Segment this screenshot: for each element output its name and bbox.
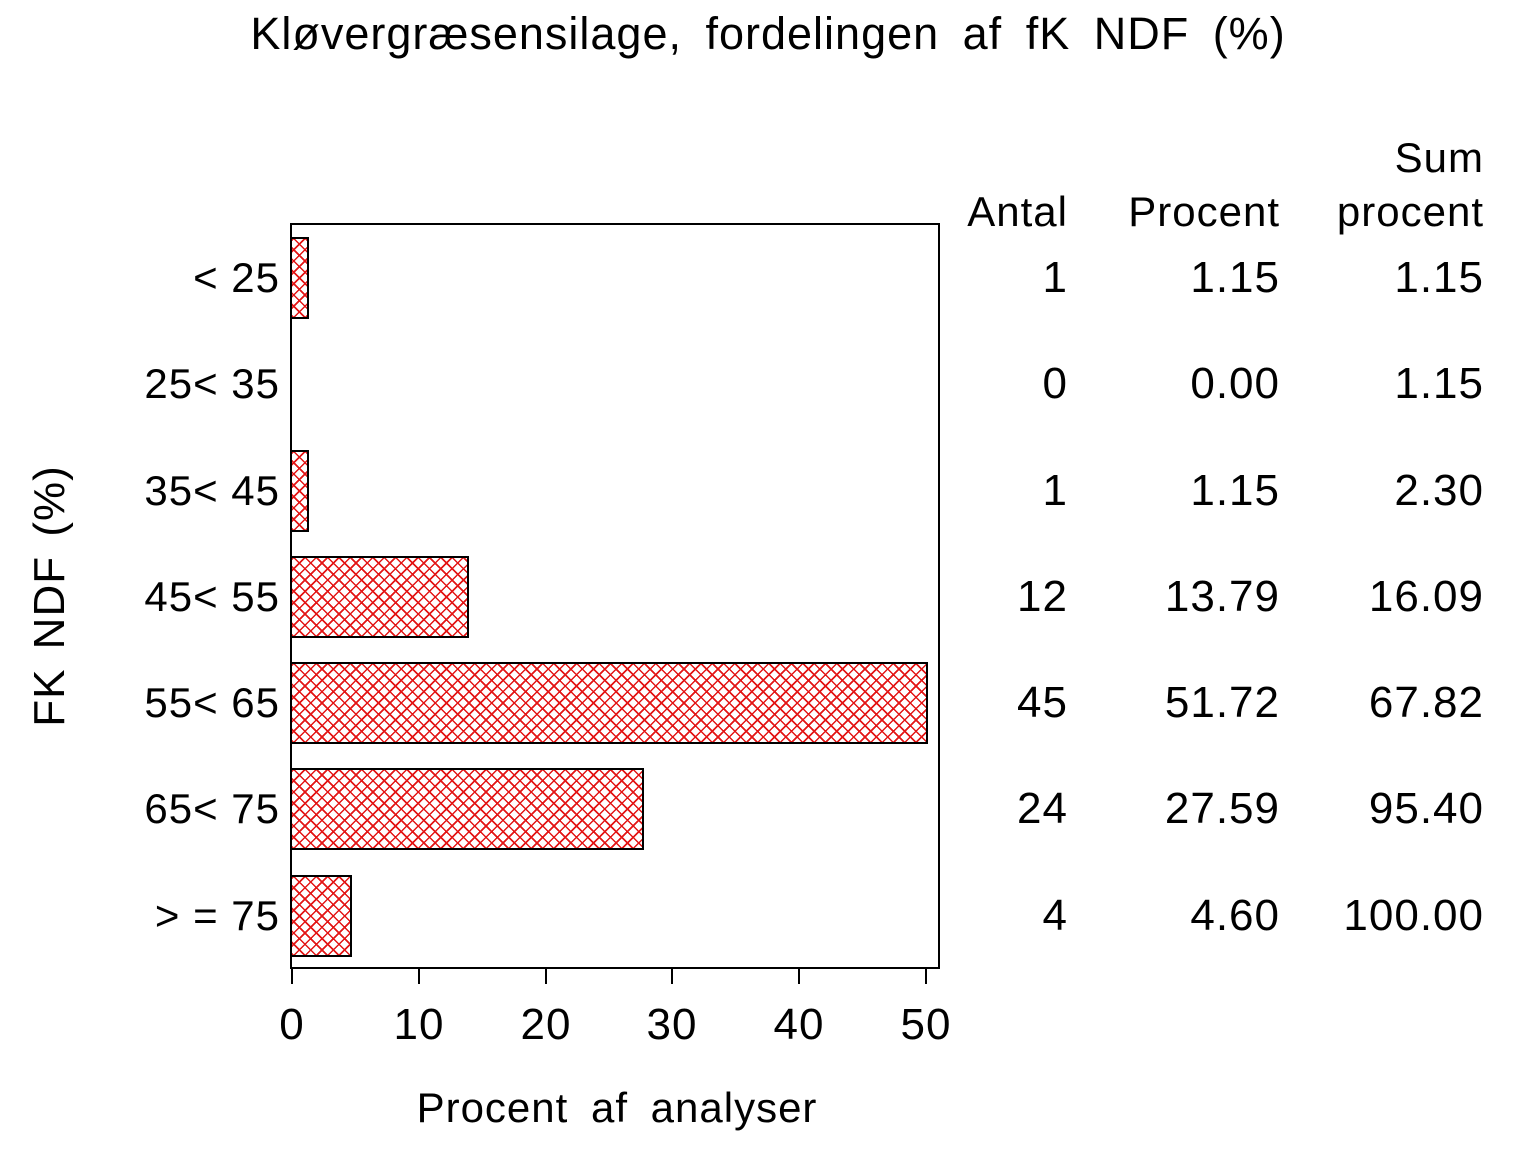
bar (290, 875, 352, 957)
category-label: 55< 65 (144, 679, 280, 726)
chart-band: 35< 45 1 1.15 2.30 (0, 438, 1536, 544)
x-axis-title: Procent af analyser (416, 1084, 818, 1131)
category-label: 25< 35 (144, 360, 280, 407)
table-cell-sum-procent: 100.00 (1343, 891, 1484, 940)
x-tick-mark (545, 967, 547, 984)
table-cell-antal: 45 (1017, 678, 1068, 727)
bar-track (290, 863, 942, 969)
category-label: 35< 45 (144, 467, 280, 514)
table-cell-procent: 4.60 (1190, 891, 1280, 940)
table-cell-sum-procent: 16.09 (1368, 572, 1484, 621)
table-cell-procent: 1.15 (1190, 253, 1280, 302)
bar (290, 556, 469, 638)
x-tick-mark (798, 967, 800, 984)
table-cell-antal: 4 (1042, 891, 1068, 940)
x-tick-label: 30 (646, 1000, 698, 1049)
x-tick-label: 0 (279, 1000, 305, 1049)
chart-band: 25< 35 0 0.00 1.15 (0, 331, 1536, 437)
x-tick-mark (925, 967, 927, 984)
chart-band: 55< 65 45 51.72 67.82 (0, 650, 1536, 756)
table-cell-sum-procent: 1.15 (1394, 253, 1484, 302)
bar-track (290, 438, 942, 544)
bar (290, 237, 309, 319)
table-cell-antal: 12 (1017, 572, 1068, 621)
table-cell-procent: 27.59 (1164, 784, 1280, 833)
x-tick-label: 40 (773, 1000, 825, 1049)
bar-track (290, 225, 942, 331)
bar-track (290, 650, 942, 756)
category-label: 65< 75 (144, 785, 280, 832)
x-tick-label: 50 (900, 1000, 952, 1049)
table-cell-antal: 1 (1042, 253, 1068, 302)
category-label: 45< 55 (144, 573, 280, 620)
table-header-sum-line1: Sum (1394, 134, 1484, 181)
x-tick-mark (418, 967, 420, 984)
chart-band: 65< 75 24 27.59 95.40 (0, 756, 1536, 862)
chart-title: Kløvergræsensilage, fordelingen af fK ND… (250, 8, 1286, 59)
table-cell-procent: 51.72 (1164, 678, 1280, 727)
x-tick-mark (671, 967, 673, 984)
table-cell-procent: 13.79 (1164, 572, 1280, 621)
table-header-sum-line2: procent (1336, 188, 1484, 235)
table-cell-antal: 1 (1042, 466, 1068, 515)
bar (290, 662, 928, 744)
table-cell-antal: 0 (1042, 359, 1068, 408)
chart-band: 45< 55 12 13.79 16.09 (0, 544, 1536, 650)
chart-band: > = 75 4 4.60 100.00 (0, 863, 1536, 969)
category-label: < 25 (193, 254, 280, 301)
x-tick-label: 20 (520, 1000, 572, 1049)
table-header-antal: Antal (967, 188, 1068, 235)
bar-track (290, 544, 942, 650)
bar (290, 450, 309, 532)
table-cell-sum-procent: 1.15 (1394, 359, 1484, 408)
bar-track (290, 756, 942, 862)
x-tick-mark (291, 967, 293, 984)
table-cell-sum-procent: 2.30 (1394, 466, 1484, 515)
bar-track (292, 331, 942, 437)
table-cell-antal: 24 (1017, 784, 1068, 833)
x-tick-label: 10 (393, 1000, 445, 1049)
bar (290, 768, 644, 850)
table-cell-procent: 1.15 (1190, 466, 1280, 515)
table-header-procent: Procent (1128, 188, 1280, 235)
table-cell-sum-procent: 67.82 (1368, 678, 1484, 727)
table-cell-procent: 0.00 (1190, 359, 1280, 408)
table-cell-sum-procent: 95.40 (1368, 784, 1484, 833)
chart-band: < 25 1 1.15 1.15 (0, 225, 1536, 331)
category-label: > = 75 (154, 892, 280, 939)
